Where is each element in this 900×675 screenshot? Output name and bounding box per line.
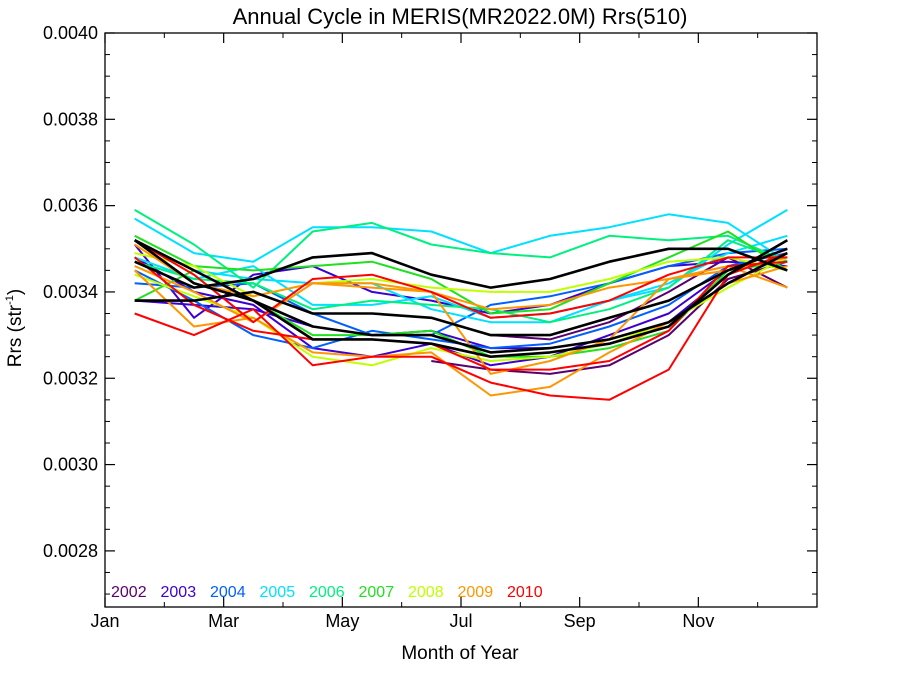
legend-entry-2002: 2002 (111, 584, 147, 601)
series-line-22 (134, 256, 788, 371)
series-lines (133, 209, 788, 401)
legend-entry-2005: 2005 (260, 584, 296, 601)
legend-entry-2004: 2004 (210, 584, 246, 601)
series-line-24 (134, 247, 788, 337)
series-line-7 (134, 247, 788, 337)
series-line-21 (134, 239, 788, 324)
y-tick-label: 0.0028 (43, 541, 98, 561)
series-line-8 (134, 213, 788, 263)
y-tick-label: 0.0036 (43, 196, 98, 216)
series-line-25 (133, 239, 788, 354)
legend-entry-2008: 2008 (408, 584, 444, 601)
x-tick-label: Sep (564, 611, 596, 631)
y-axis-label-close: ) (5, 289, 26, 295)
y-tick-label: 0.0038 (43, 109, 98, 129)
legend-entry-2003: 2003 (161, 584, 197, 601)
series-line-23 (134, 247, 788, 289)
y-axis-label-main: Rrs (str (5, 304, 26, 367)
y-tick-label: 0.0032 (43, 368, 98, 388)
x-tick-label: Nov (682, 611, 714, 631)
series-line-13 (134, 230, 788, 315)
series-line-12 (134, 239, 788, 324)
x-axis-label: Month of Year (401, 643, 519, 664)
y-tick-label: 0.0034 (43, 282, 98, 302)
legend-entry-2007: 2007 (359, 584, 395, 601)
axis-ticks: 0.0028 0.0030 0.0032 0.0034 0.0036 0.0038 0.00… (43, 23, 817, 631)
series-line-16 (134, 252, 788, 298)
legend-entry-2006: 2006 (309, 584, 345, 601)
y-axis-label: Rrs (str-1) (4, 289, 26, 367)
x-tick-label: Jan (90, 611, 119, 631)
chart-title: Annual Cycle in MERIS(MR2022.0M) Rrs(510… (233, 4, 688, 29)
y-tick-label: 0.0030 (43, 455, 98, 475)
legend: 2002 2003 2004 2005 2006 2007 2008 2009 2010 (111, 584, 543, 601)
x-tick-label: Jul (449, 611, 472, 631)
x-tick-label: May (325, 611, 359, 631)
series-line-26 (134, 239, 788, 358)
legend-entry-2009: 2009 (458, 584, 494, 601)
x-tick-label: Mar (208, 611, 239, 631)
y-axis-label-superscript: -1 (4, 295, 16, 305)
y-tick-label: 0.0040 (43, 23, 98, 43)
legend-entry-2010: 2010 (507, 584, 543, 601)
